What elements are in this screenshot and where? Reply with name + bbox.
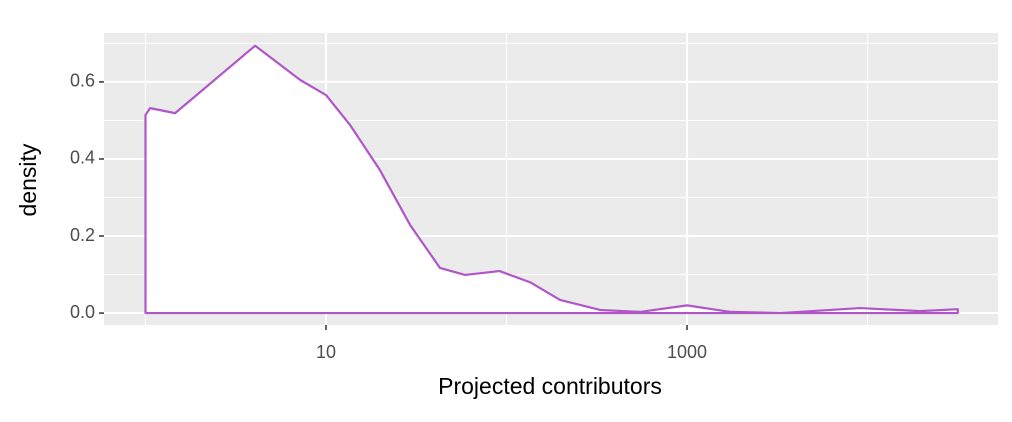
- y-tick-label: 0.4: [70, 148, 95, 168]
- x-tick-label: 10: [316, 342, 336, 362]
- y-tick-label: 0.2: [70, 225, 95, 245]
- y-axis-title: density: [15, 143, 41, 216]
- y-tick-label: 0.6: [70, 71, 95, 91]
- x-axis-title: Projected contributors: [438, 373, 662, 399]
- density-area: [144, 44, 959, 315]
- y-tick-label: 0.0: [70, 302, 95, 322]
- x-tick-label: 1000: [667, 342, 707, 362]
